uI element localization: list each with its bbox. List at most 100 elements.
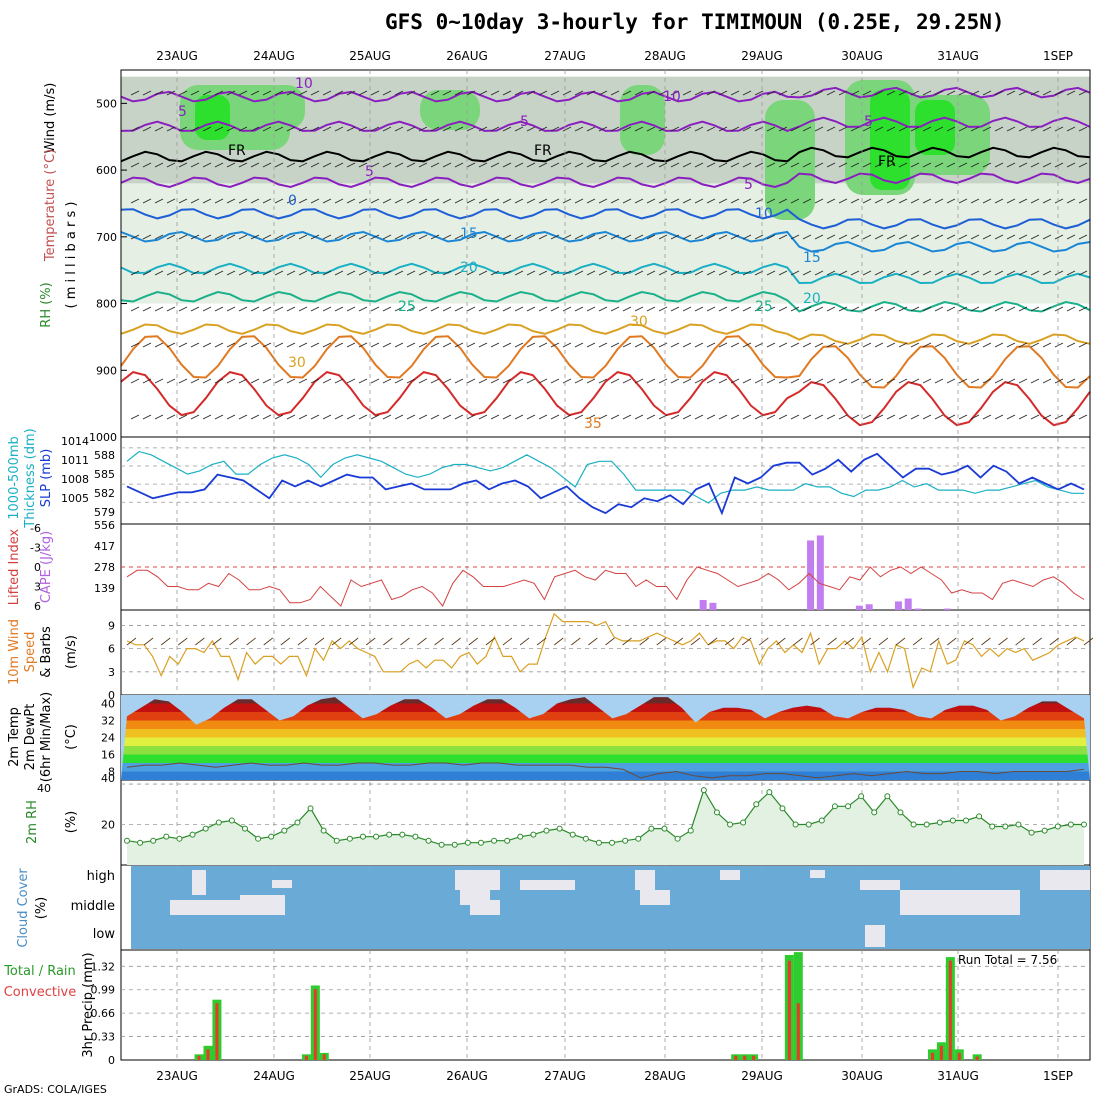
wind-barb [442,306,452,312]
wind-barb [418,90,428,96]
contour-label: 35 [584,416,602,432]
precip-y-tick: 0.66 [91,1007,116,1020]
cloud-patch [272,880,292,888]
wind-barb [658,234,668,240]
wind-barb [646,126,656,132]
wind-barb-10m [639,637,649,646]
profile-y-tick: 700 [96,231,117,244]
profile-temp-label: Temperature (°C) [43,149,58,262]
wind-barb [610,234,620,240]
wind-barb [382,414,392,420]
rh-point [228,817,235,824]
wind-barb-10m [485,637,496,646]
wind-barb [826,306,836,312]
wind-barb [166,126,176,132]
wind-barb [1054,234,1064,240]
wind-barb [1018,198,1028,204]
wind-barb [142,162,152,168]
wind-barb [346,414,356,420]
wind-barb [502,306,512,312]
wind-barb [646,270,656,276]
wind-barb [730,270,740,276]
wind-barb [718,414,728,420]
wind-barb [646,378,656,384]
cloud-patch [1040,870,1090,890]
cloud-patch [635,870,655,890]
wind-barb-10m [656,637,667,646]
wind-barb [550,162,560,168]
wind-barb [274,234,284,240]
wind-barb [790,90,800,96]
rh-point [215,819,222,826]
wind-barb [802,342,812,348]
date-label-bottom: 25AUG [349,1069,391,1083]
wind-barb [790,378,800,384]
wind-barb [190,414,200,420]
wind-barb [274,270,284,276]
rh-y-tick: 20 [101,819,115,832]
wind-barb [982,414,992,420]
wind-barb [1018,234,1028,240]
precip-frame [120,949,1091,1061]
wind-barb [694,270,704,276]
wind-barb [154,126,164,132]
wind-barb [766,198,776,204]
wind-barb [142,126,152,132]
wind-barb [694,378,704,384]
wind-barb [778,306,788,312]
wind-barb [634,342,644,348]
wind-barb [130,90,140,96]
wind-barb [1030,162,1040,168]
wind-barb [478,198,488,204]
wind-barb [334,306,344,312]
rh-point [1002,823,1009,830]
wind-barb-10m [707,637,718,646]
wind-barb [298,234,308,240]
wind-barb-10m [844,637,854,646]
date-label-bottom: 1SEP [1043,1069,1073,1083]
wind-barb [910,126,920,132]
wind-barb [622,342,632,348]
wind-barb [1066,90,1076,96]
wind-barb-10m [827,637,837,646]
wind-barb [214,234,224,240]
wind-barb [754,234,764,240]
wind-barb [766,414,776,420]
rh-point [1015,821,1022,828]
wind-barb [526,126,536,132]
wind-barb [466,126,476,132]
contour-label: FR [228,143,246,159]
rh-point [766,789,773,796]
rh-point [976,813,983,820]
wind-barb-10m [519,637,530,646]
wind-barb [502,234,512,240]
wind-barb [862,198,872,204]
wind-barb [706,162,716,168]
rh-units-label: (%) [64,811,79,834]
wind-barb [742,270,752,276]
wind-barb [862,90,872,96]
rh-point [346,835,353,842]
wind-barb [610,270,620,276]
wind-barb [562,378,572,384]
wind-barb [682,270,692,276]
slp-line [126,452,1085,516]
profile-y-tick: 600 [96,164,117,177]
wind-barb [706,306,716,312]
wind-barb [598,306,608,312]
wind-barb [286,126,296,132]
precip-convective-bar [957,1052,961,1060]
wind-barb [490,270,500,276]
wind-barb [130,342,140,348]
wind-barb [154,378,164,384]
wind-barb [382,198,392,204]
rh-point [1067,821,1074,828]
wind-barb [874,234,884,240]
wind-barb [550,414,560,420]
wind-barb [454,198,464,204]
rh-bright-blob [195,95,230,140]
wind-barb [370,414,380,420]
wind-barb [406,126,416,132]
wind-barb [910,414,920,420]
precip-convective-bar [948,960,952,1060]
